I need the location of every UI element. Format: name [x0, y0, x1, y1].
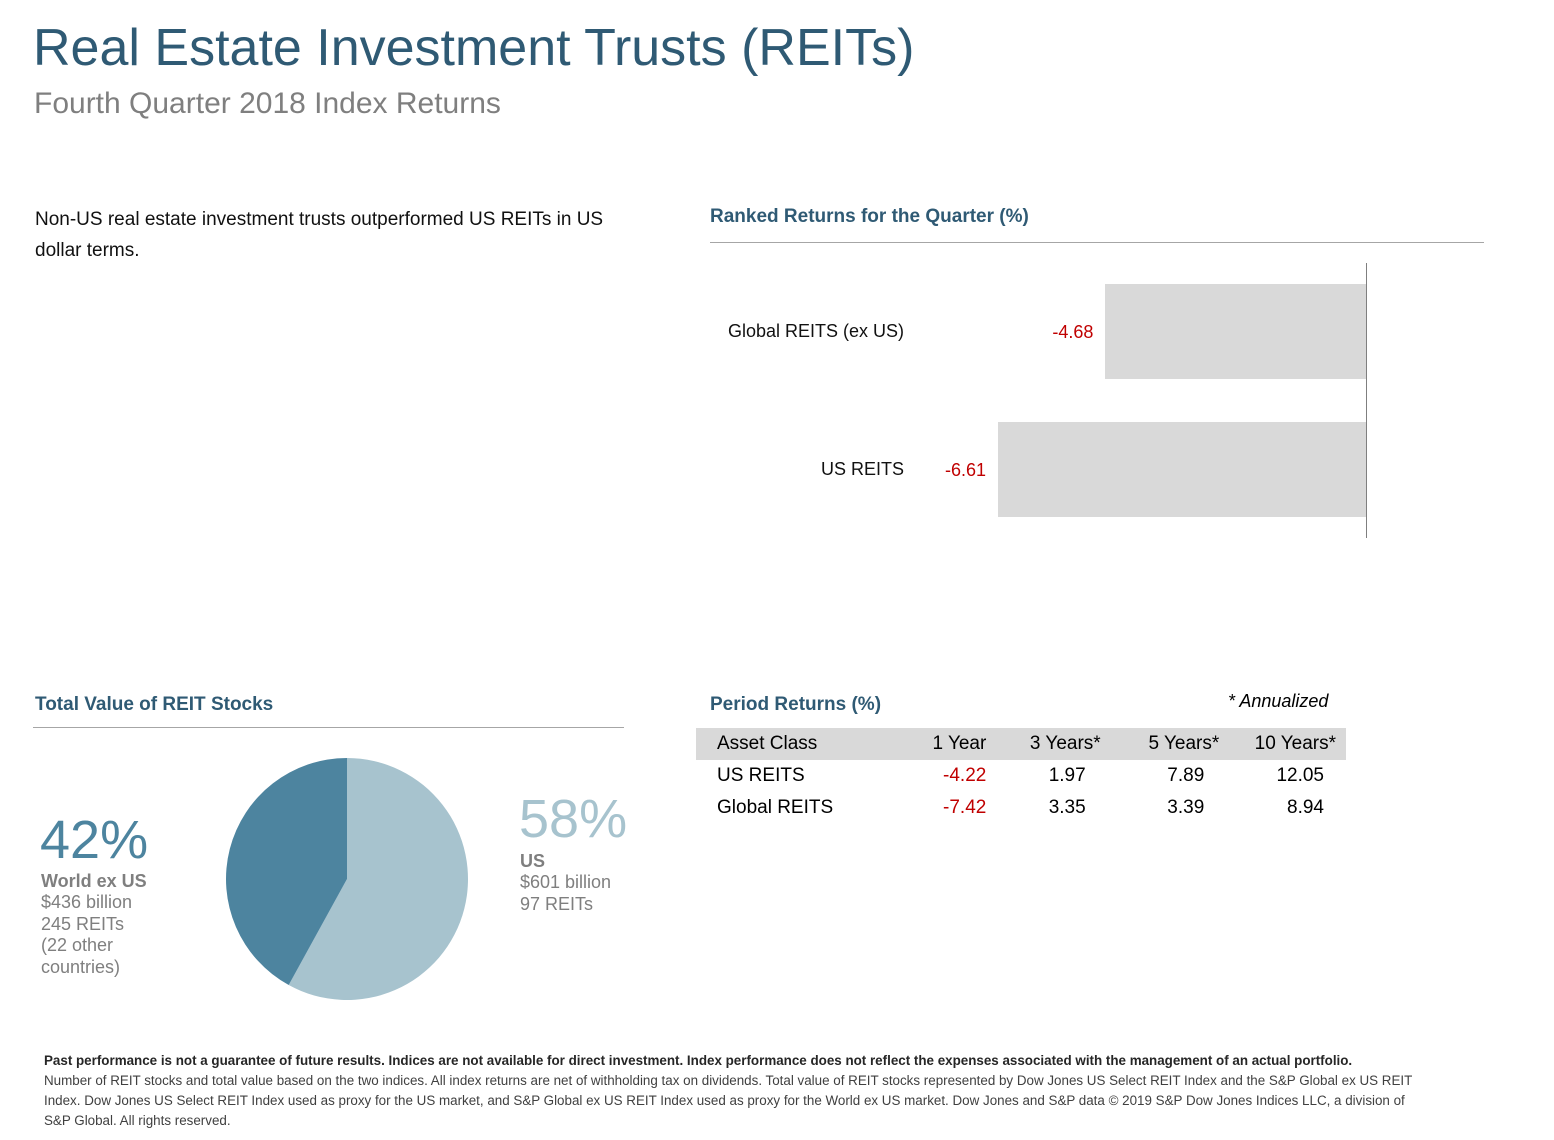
- us-segment-name: US: [520, 851, 546, 871]
- world-segment-count: 245 REITs: [41, 914, 125, 934]
- pie-slice-world-ex-us: [225, 758, 347, 986]
- column-header: 3 Years*: [986, 728, 1101, 760]
- reit-value-pie-chart: [225, 758, 468, 1000]
- table-cell: 3.35: [1048, 797, 1086, 818]
- period-returns-title: Period Returns (%): [710, 694, 882, 715]
- pie-slice-us: [288, 758, 468, 1000]
- table-header-row: Asset Class 1 Year 3 Years* 5 Years* 10 …: [696, 728, 1346, 760]
- ranked-returns-title: Ranked Returns for the Quarter (%): [710, 206, 1029, 227]
- total-value-rule: [33, 727, 624, 728]
- table-cell: 3.39: [1167, 797, 1205, 818]
- ranked-bar-value-label: -4.68: [1052, 322, 1094, 342]
- us-segment-count: 97 REITs: [520, 894, 594, 914]
- disclaimer-footnote: Past performance is not a guarantee of f…: [44, 1051, 1424, 1131]
- table-row: US REITS -4.22 1.97 7.89 12.05: [696, 760, 1346, 792]
- ranked-bar: [998, 422, 1366, 517]
- table-cell: -4.22: [943, 765, 987, 786]
- ranked-returns-zero-axis: [1366, 263, 1367, 538]
- us-segment-value: $601 billion: [520, 872, 612, 892]
- world-segment-note: (22 other countries): [41, 935, 121, 977]
- total-value-title: Total Value of REIT Stocks: [35, 694, 274, 715]
- period-returns-table: Asset Class 1 Year 3 Years* 5 Years* 10 …: [696, 728, 1346, 824]
- world-segment-name: World ex US: [41, 871, 147, 891]
- ranked-bar-value-label: -6.61: [944, 460, 986, 480]
- world-segment-value: $436 billion: [41, 892, 133, 912]
- ranked-returns-rule: [710, 242, 1484, 243]
- disclaimer-text: Number of REIT stocks and total value ba…: [44, 1073, 1413, 1128]
- ranked-bar: [1105, 284, 1366, 379]
- ranked-bar-category-label: US REITS: [820, 459, 904, 479]
- us-pct-label: 58%: [519, 789, 628, 849]
- table-cell: 1.97: [1048, 765, 1086, 786]
- table-cell: 7.89: [1167, 765, 1205, 786]
- table-cell: 8.94: [1287, 797, 1324, 818]
- page-subtitle: Fourth Quarter 2018 Index Returns: [34, 87, 501, 120]
- table-cell: -7.42: [943, 797, 987, 818]
- annualized-note: * Annualized: [1228, 691, 1329, 711]
- table-cell: 12.05: [1276, 765, 1324, 786]
- column-header: 10 Years*: [1219, 728, 1346, 760]
- disclaimer-bold: Past performance is not a guarantee of f…: [44, 1053, 1353, 1068]
- row-label: Global REITS: [717, 797, 834, 818]
- page-title: Real Estate Investment Trusts (REITs): [33, 19, 915, 77]
- column-header: Asset Class: [696, 728, 887, 760]
- world-pct-label: 42%: [40, 810, 149, 870]
- column-header: 5 Years*: [1100, 728, 1220, 760]
- row-label: US REITS: [717, 765, 805, 786]
- ranked-bar-category-label: Global REITS (ex US): [727, 321, 904, 341]
- column-header: 1 Year: [886, 728, 987, 760]
- table-row: Global REITS -7.42 3.35 3.39 8.94: [696, 792, 1346, 824]
- intro-text: Non-US real estate investment trusts out…: [35, 209, 604, 261]
